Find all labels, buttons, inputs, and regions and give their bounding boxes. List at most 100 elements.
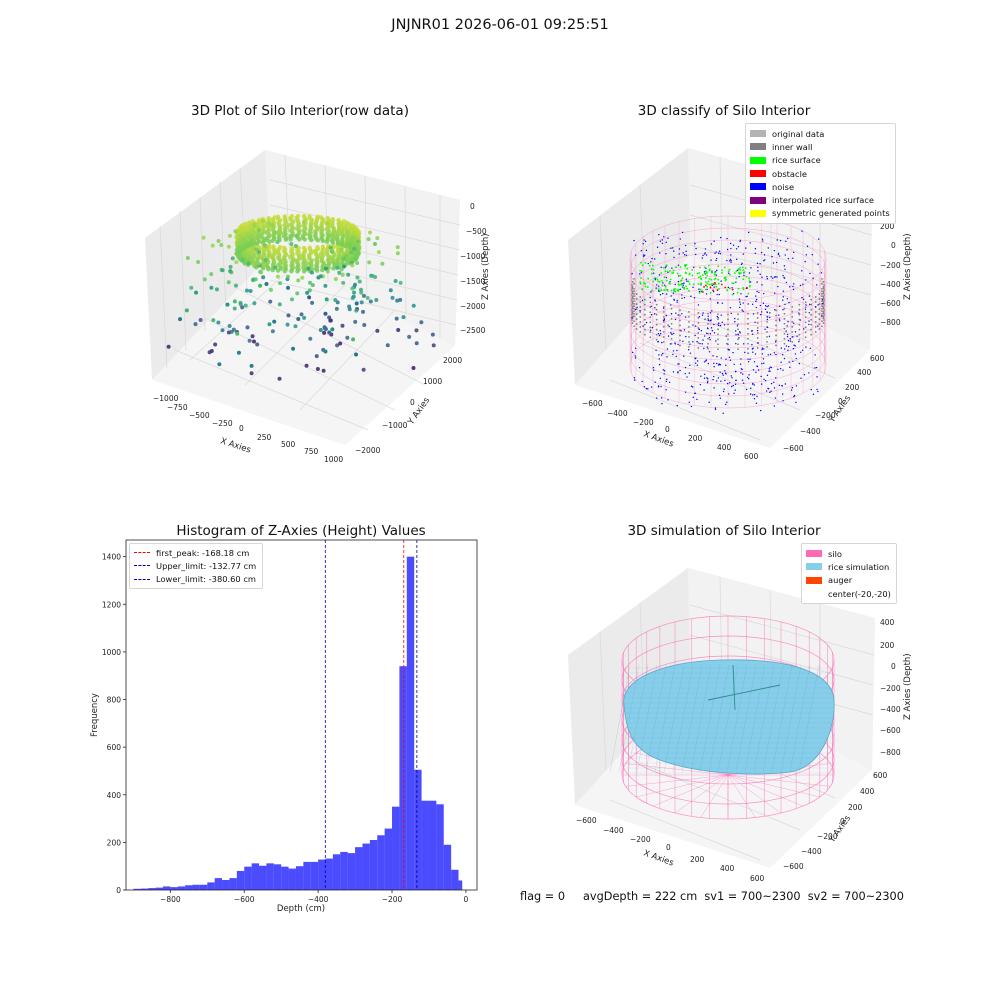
inner-wall-point [810, 328, 813, 331]
raw-point [327, 233, 332, 238]
raw-point [318, 274, 323, 279]
inner-wall-point [810, 318, 813, 321]
raw-point [302, 315, 307, 320]
inner-wall-point [635, 323, 638, 325]
inner-wall-point [655, 318, 658, 321]
raw-point [304, 363, 309, 368]
raw-point [225, 302, 230, 307]
raw-point [315, 237, 321, 243]
noise-point [732, 384, 734, 387]
inner-wall-point [747, 337, 749, 340]
raw-point [198, 317, 203, 322]
inner-wall-point [633, 290, 635, 293]
raw-point [263, 244, 268, 249]
raw-xtick: 1000 [324, 455, 343, 464]
inner-wall-point [737, 328, 739, 331]
inner-wall-point [791, 320, 794, 323]
inner-wall-point [821, 307, 823, 310]
raw-xtick: −750 [167, 403, 188, 412]
raw-point [257, 250, 262, 255]
inner-wall-point [639, 301, 642, 303]
inner-wall-point [814, 296, 817, 298]
raw-point [411, 366, 416, 371]
raw-point [339, 267, 344, 272]
inner-wall-point [655, 308, 658, 311]
inner-wall-point [717, 343, 719, 346]
inner-wall-point [639, 306, 642, 308]
raw-point [220, 328, 225, 333]
raw-y-ticks: −2000 −1000 0 1000 2000 [355, 356, 462, 455]
inner-wall-point [727, 328, 729, 331]
raw-point [398, 297, 403, 302]
inner-wall-point [633, 315, 635, 318]
inner-wall-point [814, 321, 817, 323]
raw-point [329, 249, 334, 254]
raw-point [285, 322, 290, 327]
raw-point [361, 309, 366, 314]
raw-point [291, 346, 296, 351]
raw-point [275, 268, 281, 273]
raw-point [285, 274, 290, 279]
raw-point [322, 330, 327, 335]
raw-point [330, 240, 336, 245]
raw-point [302, 237, 307, 242]
raw-point [339, 247, 344, 252]
raw-point [330, 327, 335, 332]
raw-ztick: −1000 [460, 252, 486, 261]
legend-swatch [806, 590, 822, 597]
raw-point [419, 320, 424, 325]
inner-wall-point [804, 331, 807, 334]
raw-point [350, 263, 355, 268]
raw-point [354, 301, 359, 306]
raw-point [243, 303, 248, 308]
inner-wall-point [823, 289, 825, 291]
inner-wall-point [775, 334, 777, 337]
inner-wall-point [810, 323, 813, 326]
inner-wall-point [775, 319, 777, 322]
raw-point [275, 274, 280, 279]
raw-point [385, 343, 390, 348]
inner-wall-point [655, 328, 658, 331]
inner-wall-point [783, 307, 786, 310]
raw-point [335, 241, 341, 246]
inner-wall-point [747, 342, 749, 345]
inner-wall-point [822, 311, 825, 313]
inner-wall-point [823, 299, 825, 301]
inner-wall-point [775, 324, 777, 327]
inner-wall-point [697, 342, 700, 344]
raw-point [323, 349, 328, 354]
raw-point [361, 367, 366, 372]
inner-wall-point [821, 310, 823, 313]
inner-wall-point [662, 305, 665, 308]
inner-wall-point [798, 313, 801, 316]
inner-wall-point [697, 317, 700, 319]
inner-wall-point [822, 306, 825, 308]
inner-wall-point [727, 338, 729, 341]
inner-wall-point [633, 297, 635, 300]
raw-xtick: 0 [239, 424, 244, 433]
raw-point [352, 290, 357, 295]
sim-xtick: −600 [576, 816, 597, 825]
inner-wall-point [821, 300, 823, 303]
raw-point [249, 371, 254, 376]
raw-point [345, 335, 350, 340]
inner-wall-point [639, 296, 642, 298]
raw-point [350, 235, 355, 240]
inner-wall-point [804, 326, 807, 329]
inner-wall-point [804, 306, 807, 309]
raw-point [356, 251, 361, 256]
raw-point [325, 269, 330, 274]
inner-wall-point [679, 339, 681, 342]
raw-point [323, 283, 328, 288]
raw-point [189, 285, 194, 290]
inner-wall-point [688, 325, 690, 328]
inner-wall-point [822, 316, 825, 318]
inner-wall-point [821, 277, 823, 280]
inner-wall-point [818, 328, 821, 330]
inner-wall-point [756, 317, 759, 319]
raw-point [322, 326, 327, 331]
simulation-legend: silo rice simulation auger center(-20,-2… [801, 543, 897, 605]
inner-wall-point [804, 336, 807, 339]
inner-wall-point [821, 290, 823, 293]
raw-point [261, 263, 266, 268]
